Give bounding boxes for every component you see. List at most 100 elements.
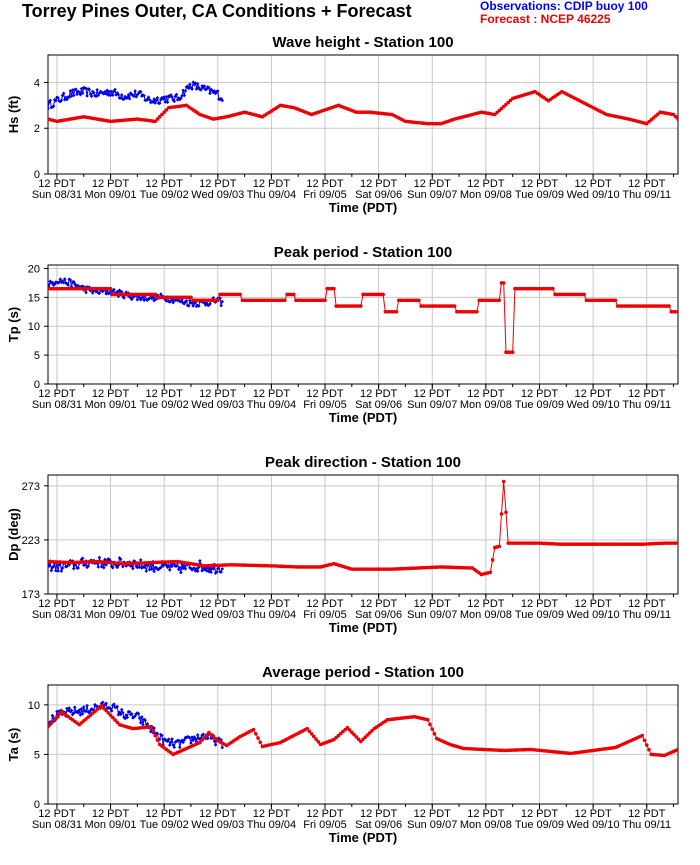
observation-point [198, 559, 202, 563]
observation-point [121, 564, 125, 569]
x-tick-label-time: 12 PDT [467, 178, 505, 190]
observation-point [220, 745, 225, 750]
observation-point [190, 301, 194, 305]
observation-point [132, 294, 136, 299]
forecast-point [99, 704, 104, 708]
x-tick-label-date: Thu 09/04 [247, 189, 297, 201]
observation-point [146, 95, 151, 100]
y-tick-label: 173 [22, 589, 40, 601]
forecast-point [323, 298, 327, 303]
x-tick-label-time: 12 PDT [253, 388, 291, 400]
x-tick-label-time: 12 PDT [92, 388, 130, 400]
observation-point [207, 85, 211, 90]
observation-point [203, 566, 208, 571]
forecast-point [551, 286, 555, 291]
y-tick-label: 15 [28, 292, 40, 304]
observation-point [129, 297, 134, 302]
forecast-point [347, 728, 352, 732]
x-tick-label-date: Wed 09/03 [191, 609, 244, 621]
observation-point [207, 303, 211, 308]
observation-point [135, 565, 140, 570]
forecast-point [640, 733, 645, 738]
observation-point [60, 566, 65, 570]
observation-point [133, 89, 137, 93]
observation-point [67, 706, 72, 710]
observation-point [110, 93, 115, 97]
y-axis-label: Dp (deg) [6, 508, 21, 561]
x-tick-label-date: Mon 09/08 [460, 189, 512, 201]
forecast-point [504, 510, 508, 515]
observation-point [83, 563, 87, 567]
y-tick-label: 4 [34, 77, 40, 89]
forecast-point [356, 737, 361, 742]
observation-point [204, 568, 209, 573]
plot-frame [47, 264, 679, 385]
forecast-point [510, 350, 515, 355]
x-tick-label-date: Thu 09/04 [247, 819, 297, 831]
x-tick-label-date: Thu 09/04 [247, 609, 297, 621]
x-axis-label: Time (PDT) [329, 410, 397, 425]
observation-point [154, 297, 159, 301]
x-tick-label-date: Sat 09/06 [355, 609, 402, 621]
observation-point [97, 555, 102, 560]
forecast-point [309, 732, 314, 736]
y-axis-label: Ta (s) [6, 728, 21, 762]
observation-point [121, 710, 125, 715]
observation-point [132, 94, 136, 99]
observation-point [179, 570, 183, 575]
observation-point [69, 708, 74, 713]
observation-point [184, 298, 189, 303]
observation-point [194, 304, 199, 309]
observation-point [48, 564, 51, 568]
observation-point [192, 82, 197, 87]
x-tick-label-date: Fri 09/05 [303, 189, 346, 201]
x-tick-label-date: Fri 09/05 [303, 819, 346, 831]
forecast-point [676, 747, 678, 752]
observation-point [165, 100, 170, 104]
forecast-point [332, 286, 336, 291]
observation-point [160, 733, 164, 738]
observation-point [186, 303, 191, 308]
forecast-point [316, 740, 321, 744]
observation-point [176, 738, 181, 743]
observation-point [209, 570, 213, 575]
x-tick-label-date: Tue 09/02 [140, 189, 189, 201]
plot-frame [47, 474, 679, 595]
forecast-point [417, 298, 421, 303]
observation-point [137, 295, 142, 300]
x-tick-label-date: Tue 09/02 [140, 819, 189, 831]
observation-point [182, 738, 187, 742]
observation-point [127, 96, 132, 101]
observation-point [138, 558, 143, 562]
x-tick-label-time: 12 PDT [414, 598, 452, 610]
y-tick-label: 0 [34, 169, 40, 181]
observation-point [214, 89, 219, 94]
observation-point [80, 556, 85, 561]
x-tick-label-time: 12 PDT [360, 388, 398, 400]
forecast-point [108, 286, 113, 291]
observation-point [65, 564, 69, 569]
observation-point [163, 100, 168, 104]
observation-point [138, 89, 143, 94]
observation-point [119, 289, 124, 294]
forecast-point [153, 119, 158, 124]
observation-point [134, 94, 139, 99]
forecast-series [48, 479, 678, 577]
forecast-point [157, 114, 162, 119]
x-tick-label-time: 12 PDT [414, 388, 452, 400]
x-tick-label-time: 12 PDT [199, 808, 237, 820]
forecast-point [671, 112, 676, 117]
observation-point [50, 105, 55, 109]
x-tick-label-time: 12 PDT [574, 178, 612, 190]
forecast-point [48, 724, 50, 729]
x-tick-label-time: 12 PDT [199, 178, 237, 190]
observation-point [65, 97, 69, 102]
forecast-point [106, 711, 111, 715]
forecast-point [428, 722, 432, 727]
observation-point [112, 287, 116, 292]
observation-point [188, 82, 192, 87]
chart-title: Wave height - Station 100 [272, 34, 453, 51]
observation-point [76, 710, 80, 715]
chart-title: Peak period - Station 100 [274, 244, 452, 261]
